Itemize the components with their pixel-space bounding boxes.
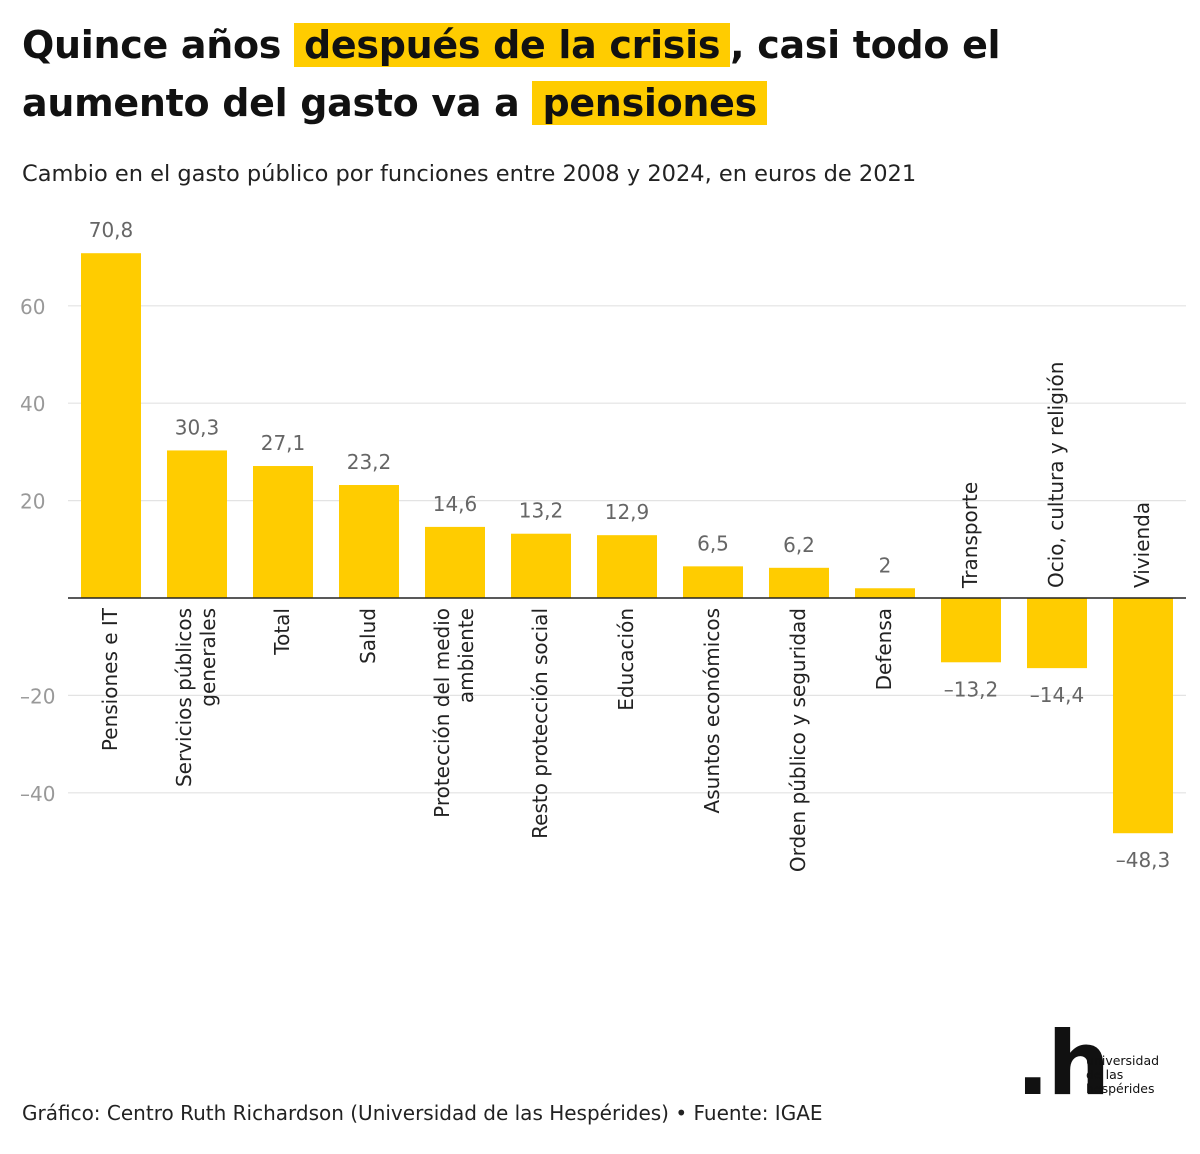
title-highlight-pensiones: pensiones [532,81,767,125]
category-label-line: Total [270,608,294,656]
bar [339,485,399,598]
bar [511,533,571,598]
logo-line-3: hespérides [1086,1081,1155,1096]
category-label: Defensa [872,608,896,690]
category-label-line: Vivienda [1130,502,1154,588]
category-label-line: generales [196,608,220,707]
value-label: 23,2 [347,450,392,474]
bar [597,535,657,598]
value-label: 70,8 [89,218,134,242]
category-label: Orden público y seguridad [786,608,810,872]
category-label: Resto protección social [528,608,552,839]
category-label-line: Servicios públicos [172,608,196,787]
bar-chart: 60 40 20 –20 –40 70,8 Pensiones e IT 30,3 Servic… [20,218,1186,872]
category-label: Transporte [958,482,982,589]
y-tick-label: 20 [20,490,45,514]
category-label: Asuntos económicos [700,608,724,813]
category-label-line: Protección del medio [430,608,454,818]
category-label-line: Ocio, cultura y religión [1044,362,1068,588]
bar [855,588,915,598]
logo-line-1: universidad [1086,1053,1160,1068]
logo-line-2: de las [1086,1067,1124,1082]
y-tick-label: 60 [20,295,45,319]
title-highlight-crisis: después de la crisis [294,23,731,67]
chart-subtitle: Cambio en el gasto público por funciones… [22,161,917,187]
value-label: 2 [879,553,892,577]
category-label-line: Asuntos económicos [700,608,724,813]
bar [167,450,227,598]
category-label: Servicios públicosgenerales [172,608,220,787]
bar [1113,598,1173,834]
bar [941,598,1001,663]
category-label: Ocio, cultura y religión [1044,362,1068,588]
category-label-line: Salud [356,608,380,664]
source-footer: Gráfico: Centro Ruth Richardson (Univers… [22,1101,823,1125]
category-label-line: Orden público y seguridad [786,608,810,872]
value-label: –13,2 [944,677,999,701]
category-label-line: Resto protección social [528,608,552,839]
category-label-line: Educación [614,608,638,711]
category-label: Educación [614,608,638,711]
y-tick-label: –40 [20,782,55,806]
bar [683,566,743,598]
bar [81,253,141,599]
value-label: 27,1 [261,431,306,455]
logo-mark: .h [1016,1012,1110,1115]
category-label-line: Pensiones e IT [98,607,122,751]
category-label-line: ambiente [454,608,478,703]
value-label: 30,3 [175,415,220,439]
university-logo: .h universidad de las hespérides [1016,1012,1186,1115]
value-label: 12,9 [605,500,650,524]
value-label: 6,2 [783,533,815,557]
category-label-line: Transporte [958,482,982,589]
bar [253,466,313,598]
bar [1027,598,1087,669]
y-tick-label: 40 [20,392,45,416]
category-label: Protección del medioambiente [430,608,478,818]
title-part-2: , casi todo el aumento del gasto va a [22,23,1001,125]
value-label: –14,4 [1030,683,1085,707]
bar [425,526,485,598]
value-label: 6,5 [697,531,729,555]
value-label: 13,2 [519,499,564,523]
bar [769,567,829,598]
value-label: –48,3 [1116,848,1171,872]
chart-title: Quince años después de la crisis, casi t… [22,16,1172,132]
category-label: Total [270,608,294,656]
value-label: 14,6 [433,492,478,516]
category-label-line: Defensa [872,608,896,690]
category-label: Pensiones e IT [98,607,122,751]
category-label: Salud [356,608,380,664]
logo-text: universidad de las hespérides [1086,1054,1186,1096]
category-label: Vivienda [1130,502,1154,588]
y-tick-label: –20 [20,684,55,708]
title-part-1: Quince años [22,23,282,67]
